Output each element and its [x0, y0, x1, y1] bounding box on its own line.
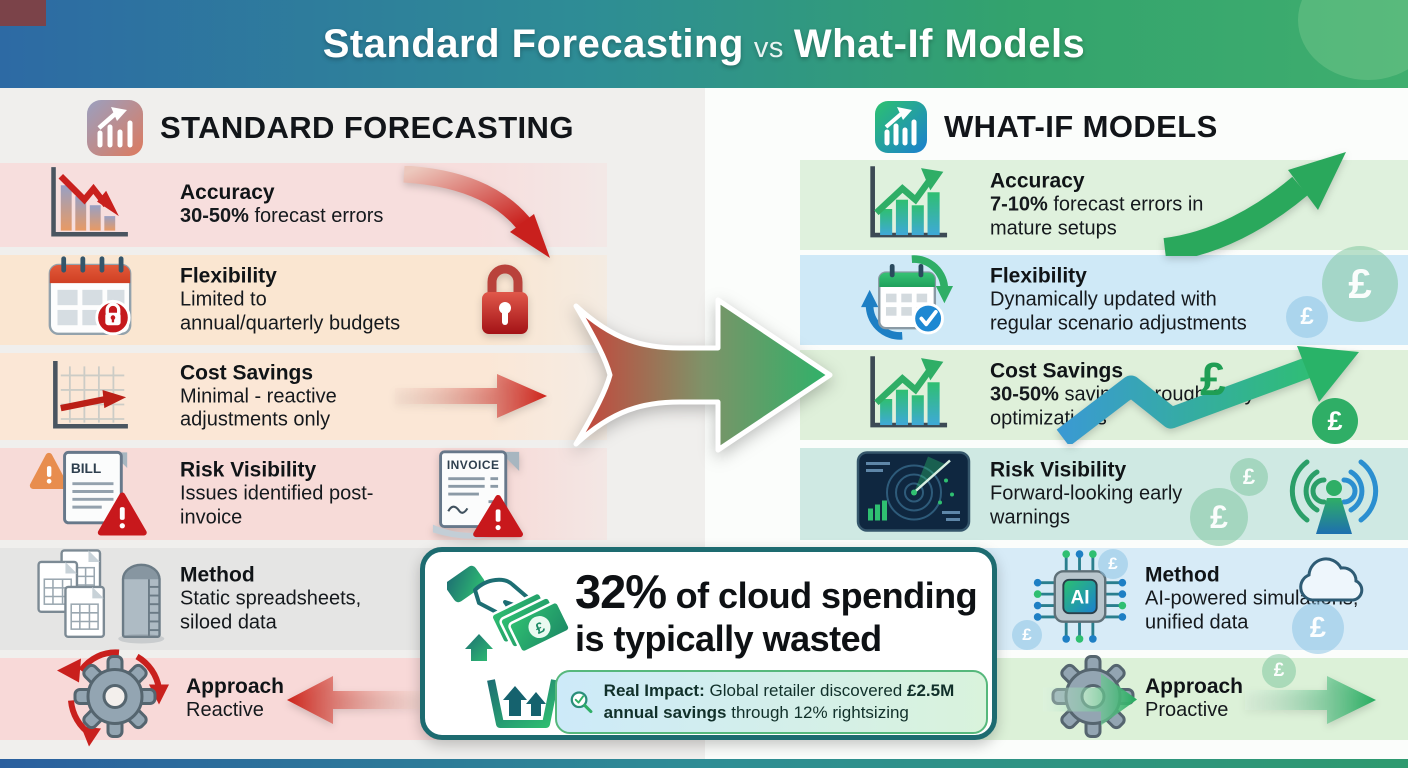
page-title: Standard Forecasting vs What-If Models [323, 22, 1086, 67]
title-left: Standard Forecasting [322, 21, 744, 66]
pound-badge-icon: £ [1262, 654, 1296, 688]
row-desc: Reactive [186, 699, 264, 722]
standard-forecasting-app-icon [87, 100, 143, 156]
callout-headline: 32% of cloud spending is typically waste… [575, 565, 978, 659]
money-waste-icon: £ [445, 560, 571, 737]
row-risk-visibility-right: Risk Visibility Forward-looking early wa… [800, 448, 1408, 540]
banner-blob-accent [1298, 0, 1408, 80]
red-declining-arrow-icon [400, 165, 560, 266]
reactive-gear-icon [54, 645, 176, 754]
row-desc: Minimal - reactive adjustments only [180, 385, 337, 431]
row-label: Approach [186, 675, 285, 699]
row-label: Risk Visibility [990, 458, 1127, 482]
row-label: Flexibility [180, 264, 277, 288]
red-right-arrow-icon [395, 372, 550, 425]
proactive-gear-icon [1032, 645, 1164, 754]
row-desc: 7-10% forecast errors in mature setups [990, 193, 1204, 240]
row-label: Accuracy [180, 181, 275, 205]
flat-chart-icon [40, 355, 136, 438]
rising-chart-icon [858, 163, 958, 248]
pound-badge-icon: £ [1190, 488, 1248, 546]
svg-text:AI: AI [1070, 588, 1089, 609]
row-label: Method [180, 563, 255, 587]
row-label: Accuracy [990, 169, 1085, 193]
spreadsheets-silo-icon [34, 549, 166, 650]
real-impact-text: Real Impact: Global retailer discovered … [603, 681, 955, 722]
title-vs: vs [753, 31, 784, 64]
row-label: Risk Visibility [180, 458, 317, 482]
cloud-icon [1288, 552, 1374, 613]
pound-badge-icon: £ [1322, 246, 1398, 322]
left-column-header: STANDARD FORECASTING [86, 99, 574, 157]
radar-screen-icon [856, 451, 971, 538]
green-zigzag-arrow-icon [1055, 346, 1405, 449]
pound-glyph-icon: £ [1200, 353, 1226, 405]
ai-chip-icon: AI [1028, 547, 1132, 652]
row-desc: Proactive [1145, 699, 1229, 722]
row-label: Method [1145, 563, 1220, 587]
what-if-models-app-icon [875, 101, 927, 153]
right-column-header: WHAT-IF MODELS [874, 100, 1218, 154]
magnifier-check-icon [570, 691, 593, 714]
pound-badge-icon: £ [1012, 620, 1042, 650]
red-padlock-icon [476, 260, 534, 343]
rising-chart-icon [858, 353, 958, 438]
red-left-arrow-icon [283, 672, 423, 733]
row-desc: Forward-looking early warnings [990, 482, 1183, 529]
row-desc: Issues identified post-invoice [180, 482, 374, 529]
row-desc: Dynamically updated with regular scenari… [990, 288, 1247, 335]
title-right: What-If Models [793, 21, 1086, 66]
callout-stat: 32% [575, 565, 667, 618]
pound-badge-icon: £ [1098, 549, 1128, 579]
row-label: Approach [1145, 675, 1244, 699]
signal-beacon-icon [1277, 452, 1392, 543]
cloud-waste-callout: £ 32% of cloud spending is typically was… [420, 547, 997, 740]
svg-text:BILL: BILL [71, 461, 101, 476]
green-right-arrow-icon [1245, 672, 1380, 733]
banner-corner-accent [0, 0, 46, 26]
row-label: Flexibility [990, 264, 1087, 288]
row-label: Cost Savings [180, 361, 314, 385]
footer-gradient-bar [0, 759, 1408, 768]
bill-warning-icon: BILL [28, 447, 152, 542]
row-desc: 30-50% forecast errors [180, 205, 384, 228]
pound-badge-icon: £ [1292, 602, 1344, 654]
green-up-arrow-icon [1160, 148, 1355, 262]
declining-chart-icon [40, 164, 136, 247]
row-desc: Static spreadsheets, siloed data [180, 587, 362, 634]
header-banner: Standard Forecasting vs What-If Models [0, 0, 1408, 88]
row-label: Cost Savings [990, 359, 1124, 383]
sync-calendar-icon [852, 252, 964, 349]
pound-badge-icon: £ [1312, 398, 1358, 444]
svg-text:INVOICE: INVOICE [447, 458, 500, 472]
transition-arrow-icon [568, 278, 843, 478]
locked-calendar-icon [40, 254, 140, 347]
pound-badge-icon: £ [1230, 458, 1268, 496]
row-desc: Limited to annual/quarterly budgets [180, 288, 401, 335]
real-impact-box: Real Impact: Global retailer discovered … [555, 670, 988, 734]
left-column-title: STANDARD FORECASTING [160, 110, 574, 145]
pound-badge-icon: £ [1286, 296, 1328, 338]
right-column-title: WHAT-IF MODELS [944, 109, 1218, 144]
invoice-warning-icon: INVOICE [425, 448, 529, 545]
